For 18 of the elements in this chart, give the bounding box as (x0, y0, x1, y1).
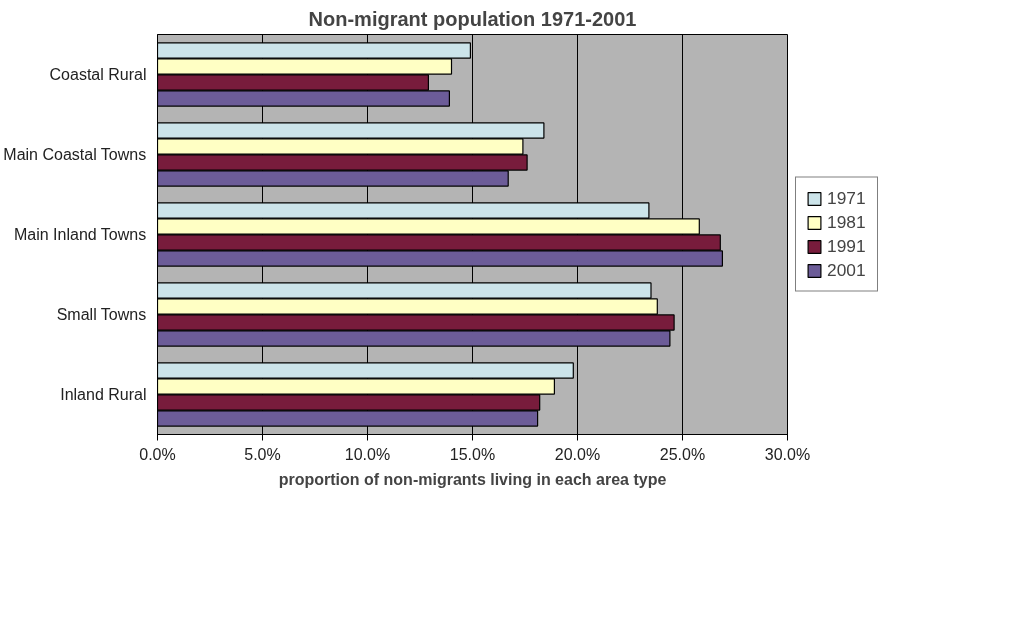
y-tick-label: Main Inland Towns (13, 226, 147, 243)
legend-label: 1981 (827, 211, 867, 233)
x-tick-label: 5.0% (244, 445, 281, 463)
y-tick-label: Main Coastal Towns (3, 146, 147, 163)
y-tick-label: Coastal Rural (49, 66, 147, 83)
x-tick-label: 15.0% (449, 445, 496, 463)
x-tick-label: 20.0% (554, 445, 601, 463)
x-tick-label: 25.0% (659, 445, 706, 463)
x-tick-label: 10.0% (344, 445, 391, 463)
x-axis-title: proportion of non-migrants living in each area type (278, 470, 667, 488)
chart-title: Non-migrant population 1971-2001 (308, 7, 637, 30)
y-tick-label: Small Towns (56, 306, 147, 323)
legend-label: 2001 (827, 259, 867, 281)
legend-label: 1971 (827, 187, 867, 209)
legend-label: 1991 (827, 235, 867, 257)
y-tick-label: Inland Rural (60, 386, 147, 403)
x-tick-label: 30.0% (764, 445, 811, 463)
x-tick-label: 0.0% (139, 445, 176, 463)
